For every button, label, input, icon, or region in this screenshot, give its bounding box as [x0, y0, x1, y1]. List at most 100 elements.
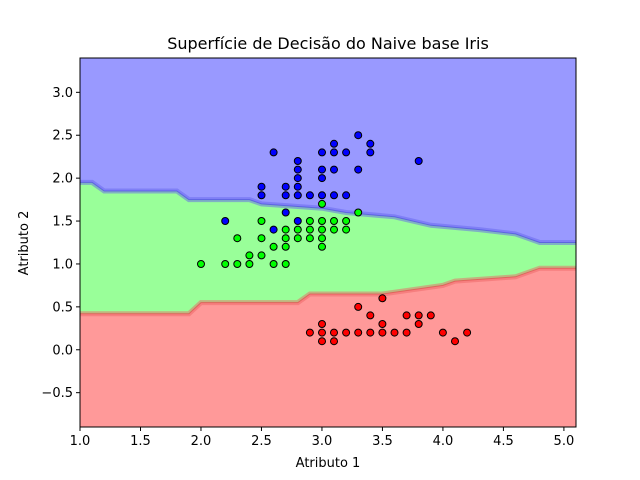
point-green [269, 260, 278, 268]
x-tick-label: 2.5 [251, 434, 272, 449]
point-green [318, 242, 326, 251]
point-red [305, 328, 314, 337]
region-blue [80, 58, 576, 243]
point-green [281, 225, 290, 234]
data-points [197, 131, 472, 346]
point-red [318, 328, 326, 337]
point-green [245, 260, 254, 268]
y-tick-label: 1.0 [52, 257, 73, 272]
point-blue [293, 182, 302, 191]
point-green [281, 242, 290, 251]
point-blue [281, 182, 290, 191]
point-green [197, 260, 205, 268]
point-green [257, 234, 266, 243]
point-red [318, 337, 326, 346]
point-green [318, 217, 326, 225]
point-blue [305, 191, 314, 200]
point-red [438, 328, 447, 337]
point-blue [354, 131, 363, 140]
point-green [221, 260, 230, 268]
point-green [281, 260, 290, 268]
point-blue [330, 139, 338, 148]
point-blue [330, 165, 338, 174]
point-green [305, 234, 314, 243]
point-green [293, 234, 302, 243]
point-green [245, 251, 254, 260]
y-tick-label: 0.5 [52, 300, 73, 315]
point-green [305, 225, 314, 234]
y-axis-title: Atributo 2 [17, 211, 32, 276]
point-blue [366, 139, 375, 148]
point-blue [269, 148, 278, 157]
point-blue [257, 191, 266, 200]
x-tick-label: 5.0 [554, 434, 575, 449]
point-green [318, 199, 326, 208]
x-tick-label: 4.0 [433, 434, 454, 449]
point-green [342, 217, 351, 225]
point-red [451, 337, 459, 346]
point-red [390, 328, 399, 337]
point-red [366, 328, 375, 337]
point-red [342, 328, 351, 337]
point-blue [281, 191, 290, 200]
point-blue [257, 182, 266, 191]
point-red [366, 311, 375, 320]
point-blue [281, 208, 290, 217]
point-red [402, 311, 411, 320]
x-tick-label: 4.5 [493, 434, 514, 449]
point-green [330, 225, 338, 234]
y-tick-label: 1.5 [52, 215, 73, 230]
point-blue [269, 225, 278, 234]
point-green [305, 217, 314, 225]
point-red [463, 328, 472, 337]
point-blue [318, 191, 326, 200]
point-blue [318, 165, 326, 174]
point-green [330, 217, 338, 225]
x-tick-label: 1.5 [130, 434, 151, 449]
x-tick-label: 3.5 [372, 434, 393, 449]
point-green [257, 251, 266, 260]
point-red [354, 302, 363, 311]
x-tick-label: 3.0 [312, 434, 333, 449]
point-red [378, 294, 387, 303]
point-green [281, 234, 290, 243]
point-red [378, 328, 387, 337]
point-green [318, 234, 326, 243]
point-blue [293, 191, 302, 200]
point-red [402, 328, 411, 337]
x-tick-label: 2.0 [191, 434, 212, 449]
y-tick-label: 0.0 [52, 343, 73, 358]
point-blue [342, 191, 351, 200]
point-blue [318, 148, 326, 157]
point-green [233, 234, 242, 243]
point-blue [354, 165, 363, 174]
point-blue [342, 148, 351, 157]
point-blue [293, 174, 302, 183]
point-red [354, 328, 363, 337]
point-blue [221, 217, 230, 225]
point-red [426, 311, 435, 320]
point-blue [330, 191, 338, 200]
y-tick-label: −0.5 [41, 386, 73, 401]
chart-title: Superfície de Decisão do Naive base Iris [167, 34, 489, 53]
boundary-blue-green-line [80, 181, 576, 243]
point-red [330, 328, 338, 337]
point-blue [330, 148, 338, 157]
x-tick-label: 1.0 [70, 434, 91, 449]
y-tick-label: 3.0 [52, 86, 73, 101]
point-red [414, 320, 423, 328]
point-red [330, 337, 338, 346]
point-green [342, 225, 351, 234]
x-axis-title: Atributo 1 [296, 456, 361, 471]
point-red [414, 311, 423, 320]
y-tick-label: 2.0 [52, 172, 73, 187]
point-blue [318, 174, 326, 183]
point-green [354, 208, 363, 217]
point-blue [414, 157, 423, 165]
point-green [233, 260, 242, 268]
point-green [293, 225, 302, 234]
point-blue [366, 148, 375, 157]
decision-regions [80, 58, 576, 427]
y-tick-label: 2.5 [52, 129, 73, 144]
